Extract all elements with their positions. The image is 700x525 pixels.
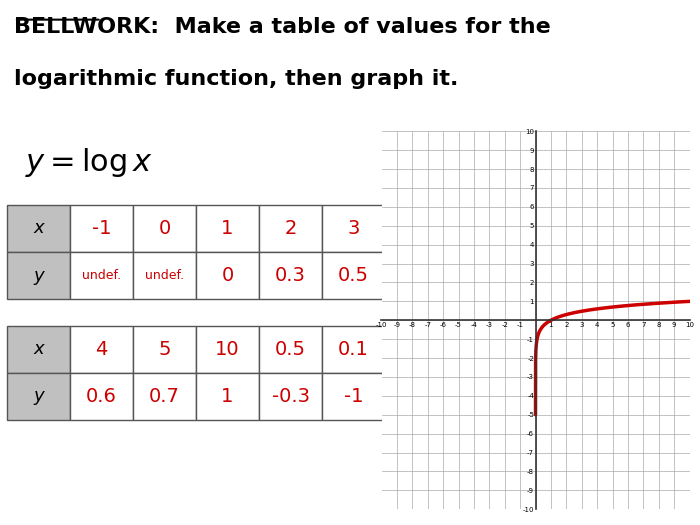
Bar [322,373,385,420]
Text: 2: 2 [284,219,297,238]
Bar [133,252,196,299]
Bar [7,373,70,420]
Text: y: y [33,267,44,285]
Bar [133,373,196,420]
Bar [196,373,259,420]
Text: 5: 5 [158,340,171,359]
Text: 0.1: 0.1 [338,340,369,359]
Text: 10: 10 [215,340,240,359]
Text: y: y [33,387,44,405]
Text: -0.3: -0.3 [272,387,309,406]
Bar [70,252,133,299]
Text: -1: -1 [92,219,111,238]
Text: 3: 3 [347,219,360,238]
Text: BELLWORK:  Make a table of values for the: BELLWORK: Make a table of values for the [14,17,551,37]
Bar [196,252,259,299]
Bar [7,205,70,252]
Bar [196,326,259,373]
Bar [259,205,322,252]
Text: $y = \log x$: $y = \log x$ [25,146,153,179]
Text: 0.7: 0.7 [149,387,180,406]
Text: 0.5: 0.5 [275,340,306,359]
Text: x: x [33,219,44,237]
Text: logarithmic function, then graph it.: logarithmic function, then graph it. [14,69,458,89]
Text: 0: 0 [158,219,171,238]
Bar [133,326,196,373]
Bar [322,252,385,299]
Bar [7,326,70,373]
Text: undef.: undef. [82,269,121,282]
Bar [133,205,196,252]
Bar [196,205,259,252]
Text: 0.5: 0.5 [338,266,369,285]
Bar [70,205,133,252]
Text: undef.: undef. [145,269,184,282]
Bar [322,326,385,373]
Text: 4: 4 [95,340,108,359]
Bar [7,252,70,299]
Text: 1: 1 [221,387,234,406]
Text: 0.3: 0.3 [275,266,306,285]
Text: 0.6: 0.6 [86,387,117,406]
Bar [259,373,322,420]
Text: x: x [33,340,44,358]
Text: 0: 0 [221,266,234,285]
Bar [70,326,133,373]
Bar [70,373,133,420]
Bar [259,252,322,299]
Bar [259,326,322,373]
Text: 1: 1 [221,219,234,238]
Bar [322,205,385,252]
Text: -1: -1 [344,387,363,406]
